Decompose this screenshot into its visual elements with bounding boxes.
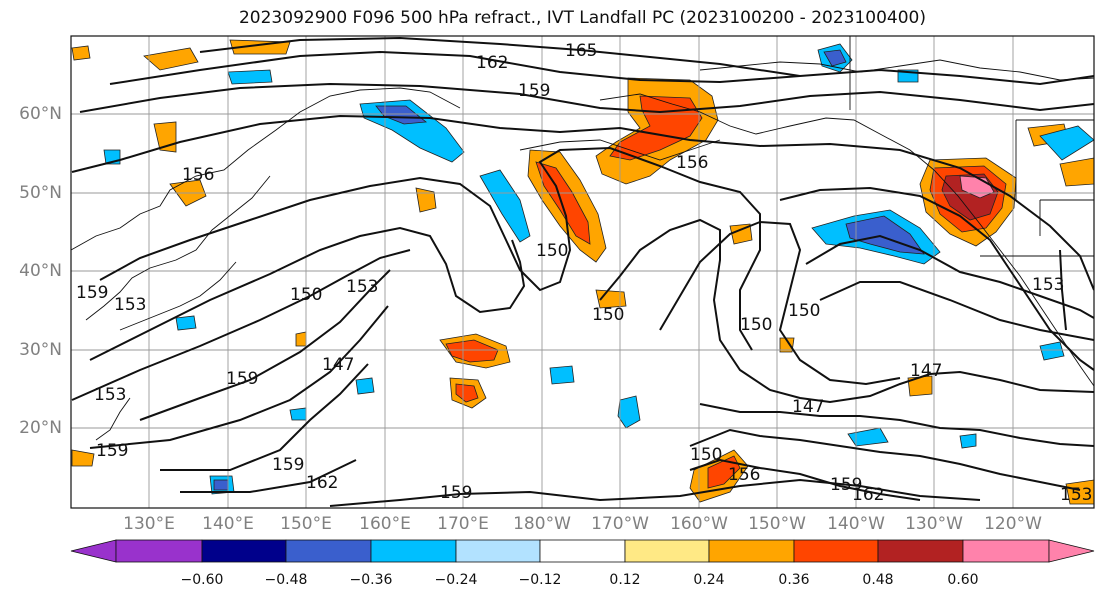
lon-label: 160°W	[670, 514, 728, 534]
contour-label-group: 165 162 159 156 156 153 153 150 150 150 …	[76, 41, 1092, 505]
colorbar-low-extend	[70, 539, 117, 563]
contour-label: 159	[96, 441, 128, 461]
map-panel: 165 162 159 156 156 153 153 150 150 150 …	[71, 36, 1094, 508]
contour-label: 147	[910, 361, 942, 381]
colorbar-tick-label: 0.48	[862, 572, 894, 588]
contour-label: 159	[272, 455, 304, 475]
colorbar	[70, 539, 1095, 563]
lat-label: 30°N	[19, 340, 62, 360]
contour-label: 159	[518, 81, 550, 101]
contour-label: 156	[182, 165, 214, 185]
contour-159	[79, 82, 1094, 114]
contour-162	[109, 50, 1094, 86]
contour-label: 150	[788, 301, 820, 321]
lon-label: 150°W	[748, 514, 806, 534]
map-frame	[70, 35, 1095, 509]
shaded-fields	[71, 39, 1094, 505]
contour-label: 153	[346, 277, 378, 297]
contour-label: 150	[592, 305, 624, 325]
graticule	[71, 36, 1094, 508]
lat-label: 60°N	[19, 104, 62, 124]
lon-label: 140°E	[202, 514, 254, 534]
colorbar-high-extend	[1048, 539, 1095, 563]
lat-label: 40°N	[19, 261, 62, 281]
lon-label: 140°W	[827, 514, 885, 534]
lat-label: 50°N	[19, 183, 62, 203]
contour-label: 165	[565, 41, 597, 61]
colorbar-tick-label: 0.60	[947, 572, 979, 588]
contour-label: 162	[852, 485, 884, 505]
contour-label: 159	[226, 369, 258, 389]
contour-label: 150	[690, 445, 722, 465]
contour-165	[199, 36, 801, 77]
contour-label: 147	[792, 397, 824, 417]
lon-label: 130°E	[123, 514, 175, 534]
contour-label: 147	[322, 355, 354, 375]
lon-label: 170°E	[437, 514, 489, 534]
colorbar-tick-label: 0.12	[609, 572, 641, 588]
contour-label: 156	[676, 153, 708, 173]
contour-label: 159	[440, 483, 472, 503]
colorbar-tick-label: 0.36	[778, 572, 810, 588]
colorbar-tick-label: −0.24	[434, 572, 478, 588]
colorbar-tick-label: 0.24	[693, 572, 725, 588]
lat-label: 20°N	[19, 418, 62, 438]
contour-label: 153	[1060, 485, 1092, 505]
contour-156	[71, 114, 1094, 291]
lon-label: 160°E	[359, 514, 411, 534]
map-title: 2023092900 F096 500 hPa refract., IVT La…	[238, 8, 926, 28]
lon-label: 150°E	[280, 514, 332, 534]
lon-label: 120°W	[984, 514, 1042, 534]
contour-label: 153	[1032, 275, 1064, 295]
contour-label: 150	[740, 315, 772, 335]
colorbar-tick-label: −0.60	[180, 572, 224, 588]
contour-label: 153	[94, 385, 126, 405]
contour-label: 150	[290, 285, 322, 305]
lon-label: 170°W	[591, 514, 649, 534]
contour-label: 162	[476, 53, 508, 73]
lon-label: 130°W	[905, 514, 963, 534]
colorbar-tick-label: −0.12	[518, 572, 562, 588]
lon-label: 180°W	[513, 514, 571, 534]
contour-label: 159	[76, 283, 108, 303]
contour-label: 159	[830, 475, 862, 495]
colorbar-tick-label: −0.36	[349, 572, 393, 588]
contour-label: 153	[114, 295, 146, 315]
contour-label: 156	[728, 465, 760, 485]
colorbar-tick-label: −0.48	[264, 572, 308, 588]
height-contours	[71, 36, 1094, 507]
contour-label: 162	[306, 473, 338, 493]
contour-label: 150	[536, 241, 568, 261]
